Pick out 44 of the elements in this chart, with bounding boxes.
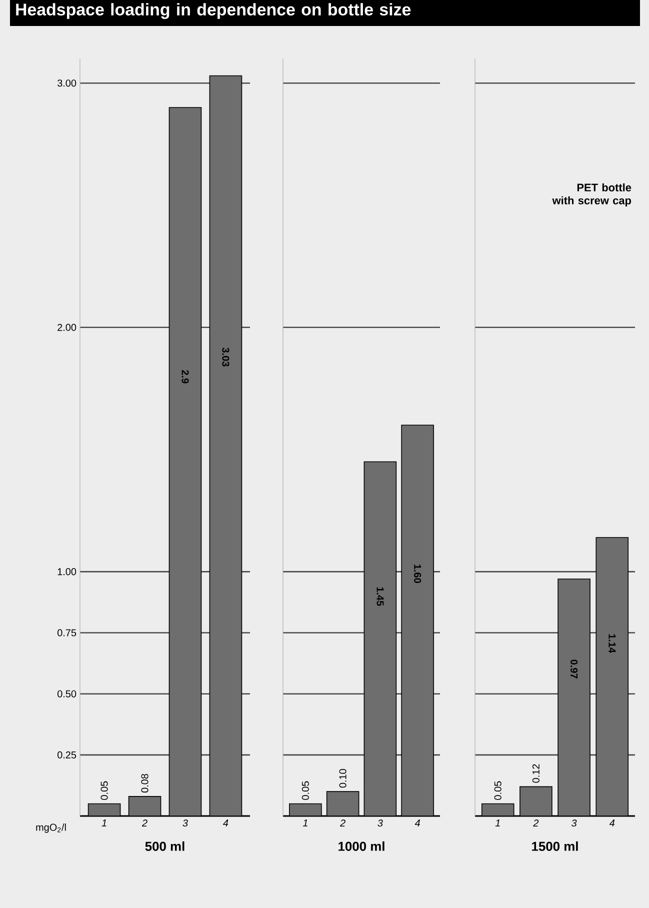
x-tick-label: 4 bbox=[223, 820, 228, 826]
bar bbox=[326, 791, 360, 816]
bar bbox=[364, 461, 397, 816]
bar bbox=[209, 75, 242, 816]
annotation: PET bottle with screw cap bbox=[552, 183, 632, 207]
y-tick-label: 0.25 bbox=[57, 751, 76, 758]
data-label: 1.14 bbox=[608, 634, 616, 653]
data-label: 2.9 bbox=[182, 370, 189, 384]
data-label: 1.60 bbox=[414, 564, 422, 583]
x-tick-label: 2 bbox=[533, 820, 539, 826]
chart-title: Headspace loading in dependence on bottle size bbox=[16, 3, 411, 19]
y-tick-label: 3.00 bbox=[57, 80, 76, 87]
x-tick-label: 1 bbox=[102, 820, 106, 826]
x-tick-label: 1 bbox=[302, 820, 308, 826]
data-label: 0.08 bbox=[141, 774, 148, 793]
data-label: 0.05 bbox=[100, 781, 108, 800]
data-label: 0.05 bbox=[494, 781, 502, 800]
y-axis-title: mgO$_{2}$/l bbox=[36, 824, 66, 833]
x-axis-title: 1000 ml bbox=[338, 841, 384, 851]
x-axis-title: 1500 ml bbox=[532, 841, 578, 851]
bar bbox=[401, 424, 434, 816]
y-tick-label: 1.00 bbox=[58, 568, 76, 576]
x-tick-label: 3 bbox=[378, 820, 383, 827]
y-tick-label: 0.50 bbox=[57, 690, 76, 698]
bar bbox=[128, 796, 162, 816]
bar bbox=[168, 107, 202, 816]
x-tick-label: 2 bbox=[340, 820, 346, 826]
data-label: 0.12 bbox=[532, 764, 540, 783]
x-tick-label: 1 bbox=[495, 820, 500, 826]
x-axis-title: 500 ml bbox=[145, 841, 184, 851]
x-tick-label: 4 bbox=[609, 820, 615, 826]
bar bbox=[88, 804, 120, 816]
data-label: 0.97 bbox=[570, 660, 578, 678]
data-label: 0.05 bbox=[302, 781, 309, 800]
y-tick-label: 0.75 bbox=[57, 629, 76, 636]
data-label: 0.10 bbox=[339, 769, 346, 788]
data-label: 1.45 bbox=[376, 587, 384, 606]
x-tick-label: 3 bbox=[572, 820, 577, 827]
x-tick-label: 2 bbox=[142, 820, 148, 826]
bar bbox=[289, 804, 322, 816]
data-label: 3.03 bbox=[222, 348, 230, 366]
x-tick-label: 4 bbox=[414, 820, 420, 826]
x-tick-label: 3 bbox=[182, 820, 188, 827]
y-tick-label: 2.00 bbox=[58, 324, 76, 331]
